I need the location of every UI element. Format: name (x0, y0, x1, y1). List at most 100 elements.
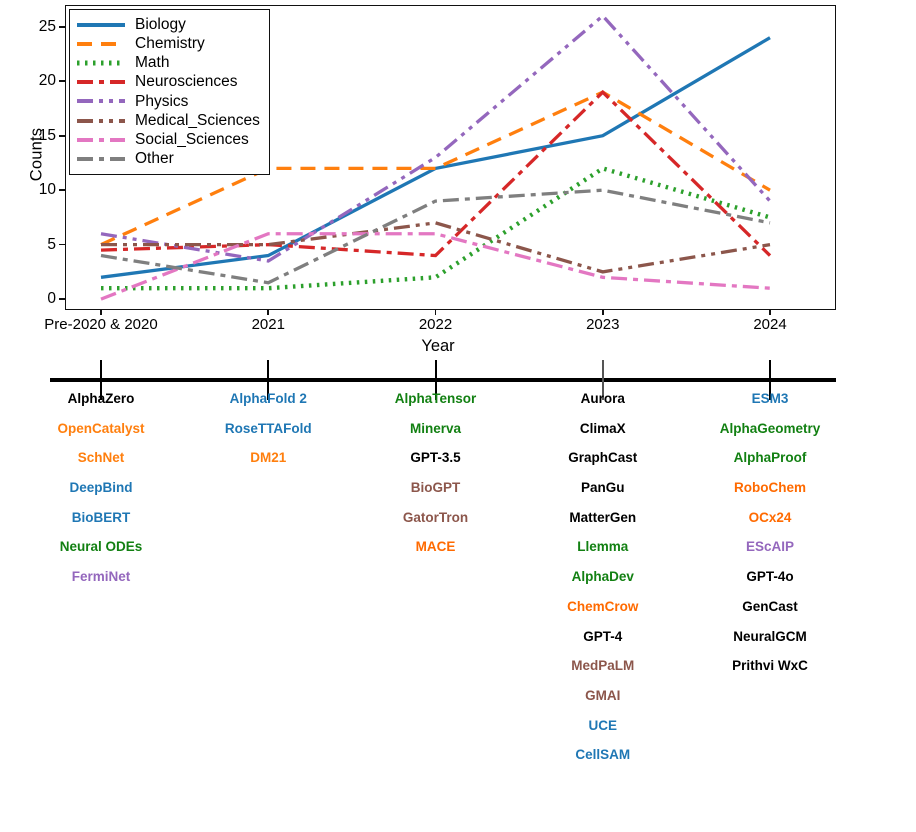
series-line-biology (100, 36, 771, 279)
y-tick-mark (59, 243, 65, 246)
x-tick-label: 2022 (418, 316, 453, 333)
x-tick-label: 2024 (753, 316, 787, 333)
legend-label: Medical_Sciences (135, 111, 260, 129)
timeline-column-2022: AlphaTensor Minerva GPT-3.5 BioGPT GatorTron… (395, 392, 477, 570)
model-label: Llemma (577, 539, 629, 555)
y-axis-label: Counts (27, 127, 46, 182)
model-label: NeuralGCM (733, 628, 807, 644)
model-label: BioGPT (410, 480, 461, 496)
model-label: Prithvi WxC (732, 658, 808, 674)
timeline-tick (434, 360, 437, 400)
x-axis-label: Year (0, 337, 916, 356)
timeline-column-2024: ESM3 AlphaGeometry AlphaProof RoboChem OCx24… (720, 392, 821, 689)
model-label: DM21 (250, 450, 287, 466)
model-label: EScAIP (745, 539, 795, 555)
y-tick-mark (59, 298, 65, 300)
x-axis-label-text: Year (421, 337, 455, 355)
legend-item-physics: Physics (76, 92, 260, 111)
model-label: AlphaTensor (394, 391, 477, 406)
legend-swatch-icon (76, 37, 126, 51)
timeline-tick (100, 360, 102, 400)
model-label: DeepBind (69, 480, 133, 496)
model-label: AlphaProof (733, 450, 807, 466)
legend-swatch-icon (76, 94, 126, 108)
chart-legend: Biology Chemistry Math Neurosciences Physics… (69, 9, 270, 175)
y-tick-label: 20 (38, 72, 56, 90)
timeline-column-2021: AlphaFold 2 RoseTTAFold DM21 (225, 392, 312, 481)
x-tick-label: 2023 (586, 316, 620, 333)
timeline-tick (601, 360, 604, 400)
model-label: MedPaLM (571, 658, 635, 674)
model-label: AlphaDev (571, 569, 634, 585)
timeline-column-2023: Aurora ClimaX GraphCast PanGu MatterGen Llemm… (567, 392, 638, 778)
y-tick-label: 5 (47, 235, 56, 253)
y-tick-label: 15 (38, 126, 56, 144)
model-label: SchNet (77, 450, 125, 466)
legend-item-other: Other (76, 149, 260, 168)
model-label: PanGu (580, 480, 625, 496)
legend-swatch-icon (76, 114, 126, 128)
series-line-neurosciences (100, 89, 772, 258)
series-line-other (100, 188, 771, 285)
legend-label: Biology (135, 15, 186, 33)
model-label: CellSAM (575, 747, 631, 763)
legend-swatch-icon (76, 75, 126, 89)
model-label: AlphaFold 2 (229, 391, 307, 406)
line-chart: 0 5 10 15 20 25 Pre-2020 & 2020 2021 2022 2023 20… (0, 0, 916, 355)
model-label: Minerva (409, 420, 462, 436)
x-tick-mark (434, 309, 437, 315)
model-label: GatorTron (402, 509, 469, 525)
model-label: OCx24 (748, 509, 792, 525)
model-label: GenCast (742, 598, 798, 614)
chart-lines (100, 13, 772, 301)
y-tick-label: 25 (38, 17, 56, 35)
y-tick-mark (59, 80, 65, 83)
y-tick-mark (59, 134, 65, 137)
series-line-math (101, 165, 771, 291)
y-tick-label: 0 (47, 290, 56, 308)
y-tick-mark (59, 189, 65, 191)
model-label: ChemCrow (567, 598, 639, 614)
timeline-tick (769, 360, 771, 400)
legend-item-math: Math (76, 53, 260, 72)
model-label: MACE (415, 539, 456, 555)
model-label: MatterGen (569, 509, 637, 525)
model-label: RoboChem (734, 480, 806, 496)
legend-swatch-icon (76, 133, 126, 147)
model-label: FermiNet (71, 569, 131, 585)
model-label: BioBERT (71, 509, 131, 525)
x-tick-mark (267, 309, 270, 315)
model-label: ESM3 (751, 391, 789, 406)
y-tick-label: 10 (38, 181, 56, 199)
legend-item-social_sciences: Social_Sciences (76, 130, 260, 149)
legend-label: Social_Sciences (135, 130, 249, 148)
model-label: OpenCatalyst (57, 420, 145, 436)
y-tick-mark (59, 25, 65, 28)
x-tick-mark (769, 309, 771, 315)
legend-label: Other (135, 150, 174, 168)
x-tick-label: Pre-2020 & 2020 (44, 316, 158, 333)
legend-item-chemistry: Chemistry (76, 34, 260, 53)
model-label: RoseTTAFold (224, 420, 312, 436)
model-label: UCE (588, 717, 618, 733)
model-label: GPT-3.5 (410, 450, 461, 466)
legend-label: Physics (135, 92, 189, 110)
timeline-tick (267, 360, 270, 400)
model-label: GMAI (585, 687, 621, 703)
model-label: ClimaX (579, 420, 626, 436)
model-label: GPT-4o (746, 569, 794, 585)
model-timeline: AlphaZero OpenCatalyst SchNet DeepBind BioBE… (0, 358, 916, 832)
model-label: GPT-4 (583, 628, 623, 644)
model-label: AlphaGeometry (719, 420, 821, 436)
model-label: GraphCast (568, 450, 638, 466)
x-tick-mark (100, 309, 102, 315)
series-line-social_sciences (100, 232, 771, 301)
model-label: AlphaZero (67, 391, 135, 406)
legend-swatch-icon (76, 152, 126, 166)
legend-label: Neurosciences (135, 73, 238, 91)
legend-item-neurosciences: Neurosciences (76, 73, 260, 92)
legend-item-medical_sciences: Medical_Sciences (76, 111, 260, 130)
model-label: Neural ODEs (59, 539, 143, 555)
x-tick-mark (601, 309, 604, 315)
